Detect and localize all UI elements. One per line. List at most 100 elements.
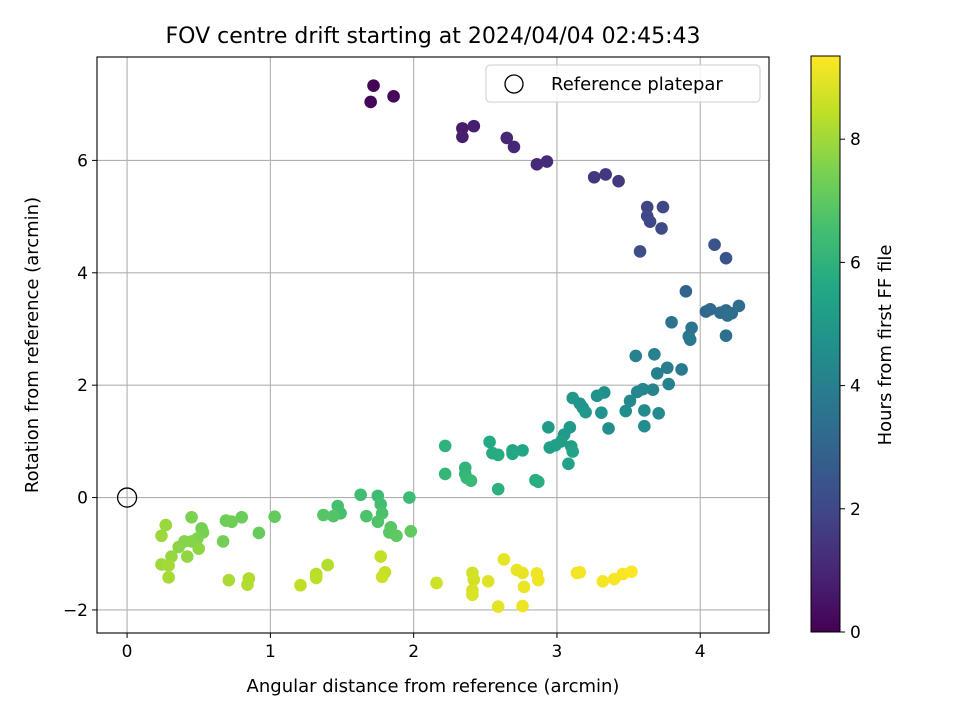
data-point xyxy=(648,347,661,361)
data-point xyxy=(595,406,608,420)
data-point xyxy=(235,510,249,524)
data-point xyxy=(629,349,643,363)
data-point xyxy=(630,385,644,399)
data-point xyxy=(467,119,481,133)
x-tick-label: 3 xyxy=(552,642,563,662)
data-point xyxy=(532,475,545,489)
legend: Reference platepar xyxy=(485,64,761,103)
data-point xyxy=(466,588,479,602)
data-point xyxy=(404,524,418,538)
data-point xyxy=(317,508,330,522)
data-point xyxy=(679,285,693,298)
data-point xyxy=(159,518,173,532)
data-point xyxy=(268,510,281,523)
data-point xyxy=(481,575,495,588)
legend-marker xyxy=(504,74,524,94)
colorbar-tick-label: 4 xyxy=(850,377,861,397)
y-axis-ticks: −2 0 2 4 6 xyxy=(63,151,97,621)
data-point xyxy=(185,510,198,524)
data-point xyxy=(309,571,323,585)
data-point xyxy=(602,422,615,435)
data-point xyxy=(491,482,505,496)
data-point xyxy=(652,406,665,420)
data-point xyxy=(703,303,717,316)
plot-frame xyxy=(96,56,770,634)
data-point xyxy=(732,299,746,313)
data-point xyxy=(719,251,733,265)
grid xyxy=(97,57,769,633)
data-point xyxy=(540,155,554,168)
colorbar: 0 2 4 6 8 Hours from first FF file xyxy=(810,55,896,643)
data-point xyxy=(517,580,531,594)
data-point xyxy=(371,515,385,529)
data-point xyxy=(640,200,654,214)
data-point xyxy=(708,238,721,251)
data-point xyxy=(403,491,416,504)
x-tick-label: 4 xyxy=(695,642,706,662)
y-tick-label: 2 xyxy=(77,376,88,396)
data-point xyxy=(216,535,230,548)
reference-marker xyxy=(116,487,138,508)
data-point xyxy=(638,419,651,433)
x-axis-ticks: 0 1 2 3 4 xyxy=(122,633,706,662)
data-point xyxy=(497,553,511,566)
data-point xyxy=(516,444,529,457)
data-point xyxy=(587,170,601,184)
data-point xyxy=(155,529,168,543)
data-point xyxy=(294,578,307,592)
data-point xyxy=(656,200,670,214)
data-point xyxy=(172,540,185,554)
x-tick-label: 1 xyxy=(265,642,276,662)
data-point xyxy=(542,421,555,434)
data-point xyxy=(719,329,733,343)
data-point xyxy=(390,529,403,543)
y-axis-label: Rotation from reference (arcmin) xyxy=(22,197,43,493)
data-point xyxy=(655,222,668,235)
data-point xyxy=(364,95,377,109)
data-point xyxy=(662,377,676,391)
data-point xyxy=(506,447,519,461)
data-point xyxy=(650,367,664,380)
data-point xyxy=(562,457,575,471)
chart-title: FOV centre drift starting at 2024/04/04 … xyxy=(166,24,701,49)
data-point xyxy=(491,600,505,613)
data-point xyxy=(638,404,651,417)
data-point xyxy=(327,509,340,523)
data-point xyxy=(192,542,206,556)
data-point xyxy=(660,361,674,375)
data-point xyxy=(549,439,562,452)
data-point xyxy=(241,578,254,591)
data-point xyxy=(665,315,678,329)
data-point xyxy=(225,515,238,529)
data-point xyxy=(633,245,647,258)
data-point xyxy=(612,174,625,188)
data-point xyxy=(430,576,443,590)
data-point xyxy=(566,391,580,405)
colorbar-label: Hours from first FF file xyxy=(875,245,896,446)
data-point xyxy=(643,215,657,228)
legend-box xyxy=(485,64,761,103)
data-point xyxy=(507,140,521,154)
data-point xyxy=(623,394,637,408)
x-tick-label: 0 xyxy=(122,642,133,662)
data-point xyxy=(354,488,367,502)
legend-entry: Reference platepar xyxy=(551,74,723,95)
data-point xyxy=(566,445,580,458)
data-point xyxy=(180,550,194,563)
data-point xyxy=(516,566,529,580)
colorbar-ticks: 0 2 4 6 8 xyxy=(840,130,861,643)
data-point xyxy=(456,130,469,144)
colorbar-tick-label: 6 xyxy=(850,253,861,273)
data-points xyxy=(155,79,746,613)
data-point xyxy=(532,573,545,587)
data-point xyxy=(360,509,373,523)
data-point xyxy=(321,558,334,572)
colorbar-gradient xyxy=(810,55,841,633)
colorbar-tick-label: 2 xyxy=(850,500,861,520)
data-point xyxy=(619,404,633,418)
reference-marker-group xyxy=(116,487,138,508)
data-point xyxy=(683,333,697,346)
data-point xyxy=(367,79,380,92)
colorbar-tick-label: 8 xyxy=(850,130,861,150)
data-point xyxy=(438,467,452,481)
